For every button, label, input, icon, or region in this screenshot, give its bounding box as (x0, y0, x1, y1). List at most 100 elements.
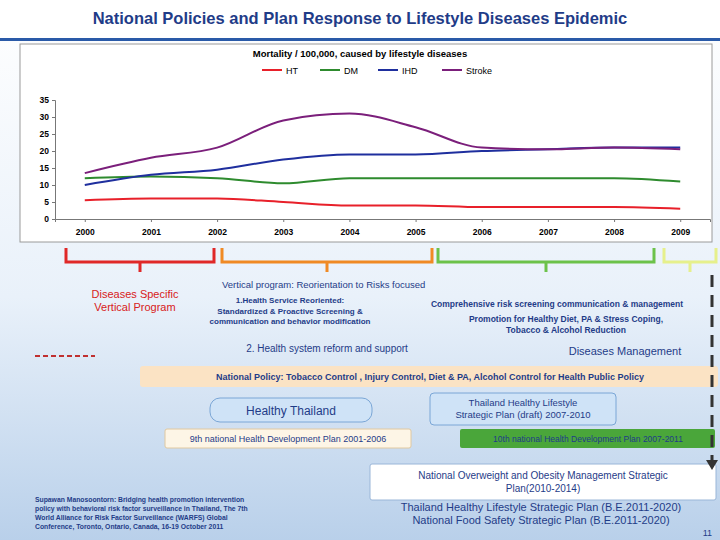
y-tick-label: 25 (40, 129, 50, 139)
page: 11 (703, 528, 712, 538)
y-tick: 30 (40, 112, 55, 122)
text-line: communication and behavior modification (210, 317, 371, 326)
x-tick-mark (614, 219, 615, 222)
y-tick-label: 5 (44, 197, 49, 207)
y-tick-label: 30 (40, 112, 50, 122)
legend-label: DM (344, 66, 358, 76)
y-tick: 20 (40, 146, 55, 156)
x-tick: 2005 (407, 219, 426, 237)
vertical-program: Vertical program: Reorientation to Risks… (222, 279, 425, 290)
left-program: Diseases SpecificVertical Program (92, 288, 179, 313)
disease-mgmt: Diseases Management (569, 345, 682, 357)
x-tick-mark (151, 219, 152, 222)
y-axis-line (52, 101, 56, 220)
legend-label: HT (286, 66, 298, 76)
x-tick-label: 2003 (274, 227, 293, 237)
legend-swatch (442, 69, 462, 71)
x-tick: 2007 (539, 219, 558, 237)
x-tick: 2003 (274, 219, 293, 237)
x-tick-label: 2006 (473, 227, 492, 237)
series-lines (85, 114, 680, 209)
legend-swatch (262, 69, 282, 71)
text-line: Vertical program: Reorientation to Risks… (222, 279, 425, 290)
text-line: Diseases Management (569, 345, 682, 357)
x-tick-mark (416, 219, 417, 222)
text-line: 1.Health Service Reoriented: (236, 296, 344, 305)
obesity-box (370, 464, 716, 500)
x-tick-label: 2005 (407, 227, 426, 237)
plan10-box (460, 429, 715, 448)
dashed-mark (35, 355, 95, 357)
text-line: 11 (703, 528, 712, 538)
x-tick-label: 2001 (142, 227, 161, 237)
arrow-head (706, 460, 718, 470)
x-tick: 2006 (473, 219, 492, 237)
chart-box (20, 44, 712, 242)
text-line: Supawan Manosoontorn: Bridging health pr… (35, 496, 244, 504)
x-tick-mark (283, 219, 284, 222)
x-tick-mark (85, 219, 86, 222)
text-line: 9th national Health Development Plan 200… (190, 434, 387, 444)
legend-swatch (320, 69, 340, 71)
y-tick-label: 20 (40, 146, 50, 156)
text-line: Plan(2010-2014) (506, 483, 581, 494)
title-band (0, 0, 720, 40)
x-tick-mark (349, 219, 350, 222)
x-tick-mark (482, 219, 483, 222)
y-tick-label: 0 (44, 214, 49, 224)
obesity: National Overweight and Obesity Manageme… (418, 470, 668, 494)
bracket (66, 248, 214, 272)
y-tick-label: 35 (40, 95, 50, 105)
y-tick-mark (52, 117, 55, 118)
y-tick: 35 (40, 95, 55, 105)
legend: HT DM IHD Stroke (262, 66, 492, 76)
slide-texts: Diseases SpecificVertical Program Vertica… (35, 279, 712, 538)
x-axis-line (56, 220, 711, 223)
lifestyle-draft: Thailand Healthy LifestyleStrategic Plan… (455, 397, 590, 420)
text-line: Tobacco & Alcohol Reduction (506, 325, 626, 335)
x-tick-label: 2009 (671, 227, 690, 237)
text-line: National Overweight and Obesity Manageme… (418, 470, 668, 481)
legend-label: IHD (402, 66, 418, 76)
y-tick-mark (52, 100, 55, 101)
y-tick-mark (52, 202, 55, 203)
x-tick-mark (217, 219, 218, 222)
y-tick: 5 (44, 197, 55, 207)
text-line: Thailand Healthy Lifestyle (469, 397, 578, 408)
x-axis: 2000200120022003200420052006200720082009 (56, 219, 711, 237)
slide-title: National Policies and Plan Response to L… (93, 9, 628, 27)
bracket (222, 248, 432, 272)
plan-boxes (140, 366, 718, 500)
y-tick-mark (52, 134, 55, 135)
line-dm (85, 177, 680, 184)
background (0, 0, 720, 540)
text-line: policy with behavioral risk factor surve… (35, 505, 248, 513)
reform: 2. Health system reform and support (246, 343, 408, 354)
text-line: Strategic Plan (draft) 2007-2010 (455, 409, 590, 420)
y-tick: 25 (40, 129, 55, 139)
legend-label: Stroke (466, 66, 492, 76)
bracket (438, 248, 654, 272)
text-line: Conference, Toronto, Ontario, Canada, 16… (35, 523, 224, 531)
healthy-thailand-box (210, 398, 372, 422)
text-line: 2. Health system reform and support (246, 343, 408, 354)
y-tick-mark (52, 219, 55, 220)
text-line: 10th national Health Development Plan 20… (493, 434, 683, 444)
y-tick-label: 15 (40, 163, 50, 173)
x-tick: 2002 (208, 219, 227, 237)
plan9-box (165, 429, 411, 448)
legend-item: DM (320, 66, 358, 76)
y-tick: 10 (40, 180, 55, 190)
national-policy: National Policy: Tobacco Control , Injur… (216, 372, 644, 382)
x-tick-label: 2004 (340, 227, 359, 237)
plan9: 9th national Health Development Plan 200… (190, 434, 387, 444)
text-line: World Alliance for Risk Factor Surveilla… (35, 514, 228, 522)
text-line: National Food Safety Strategic Plan (B.E… (412, 514, 669, 526)
healthy-thailand: Healthy Thailand (246, 404, 336, 418)
x-tick-label: 2000 (76, 227, 95, 237)
food-safety: National Food Safety Strategic Plan (B.E… (412, 514, 669, 526)
bracket (664, 248, 716, 272)
x-tick-mark (680, 219, 681, 222)
legend-item: HT (262, 66, 298, 76)
x-tick: 2000 (76, 219, 95, 237)
